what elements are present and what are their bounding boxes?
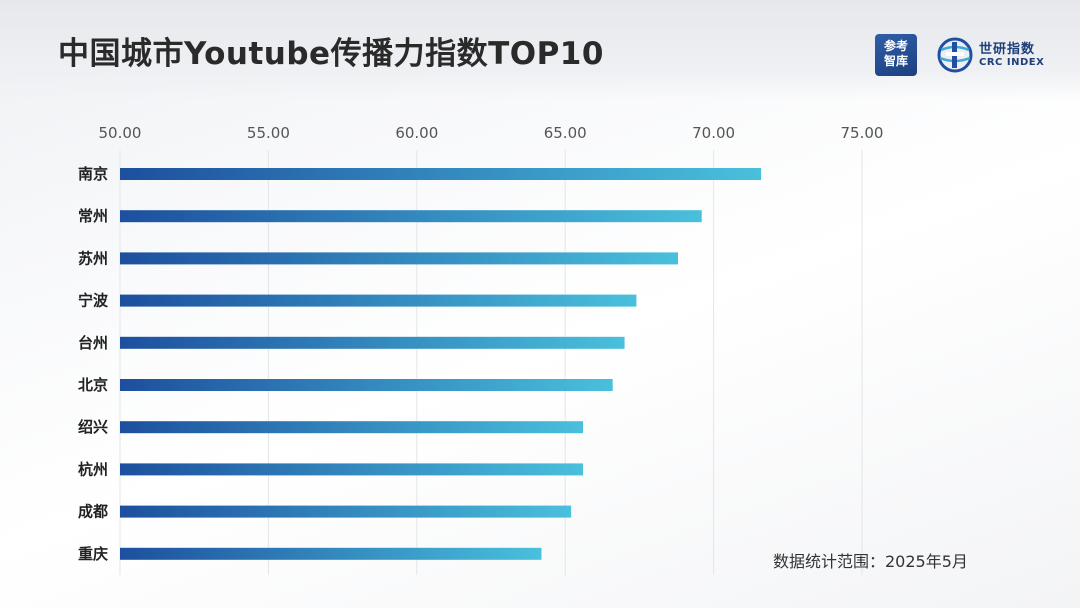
crc-name-en: CRC INDEX xyxy=(979,57,1045,68)
bar xyxy=(120,547,542,560)
category-label: 北京 xyxy=(78,376,108,394)
bar xyxy=(120,421,584,434)
category-label: 台州 xyxy=(78,334,108,352)
bar xyxy=(120,294,637,307)
data-range-note: 数据统计范围：2025年5月 xyxy=(773,552,968,571)
category-label: 成都 xyxy=(78,503,108,521)
bar xyxy=(120,505,572,518)
bar xyxy=(120,463,584,476)
think-tank-logo: 参考 智库 xyxy=(875,34,917,76)
crc-globe-icon xyxy=(937,37,973,73)
x-tick-label: 50.00 xyxy=(99,124,142,142)
category-label: 宁波 xyxy=(78,292,109,310)
category-label: 常州 xyxy=(78,207,108,225)
x-tick-label: 75.00 xyxy=(841,124,884,142)
category-label: 南京 xyxy=(78,165,108,183)
bar xyxy=(120,168,762,180)
category-label: 杭州 xyxy=(78,460,108,478)
logo-line-1: 参考 xyxy=(883,39,908,53)
bar xyxy=(120,252,678,265)
bar xyxy=(120,210,702,223)
page-title: 中国城市Youtube传播力指数TOP10 xyxy=(58,36,604,72)
logo-line-2: 智库 xyxy=(883,54,908,68)
x-tick-label: 60.00 xyxy=(395,124,438,142)
category-label: 重庆 xyxy=(78,545,108,563)
x-tick-label: 70.00 xyxy=(692,124,735,142)
category-label: 绍兴 xyxy=(78,418,108,436)
crc-name-cn: 世研指数 xyxy=(979,42,1036,57)
crc-wordmark: 世研指数 CRC INDEX xyxy=(979,42,1044,69)
bar xyxy=(120,336,625,349)
category-label: 苏州 xyxy=(78,249,108,267)
x-tick-label: 55.00 xyxy=(247,124,290,142)
bar xyxy=(120,379,613,391)
x-tick-label: 65.00 xyxy=(544,124,587,142)
